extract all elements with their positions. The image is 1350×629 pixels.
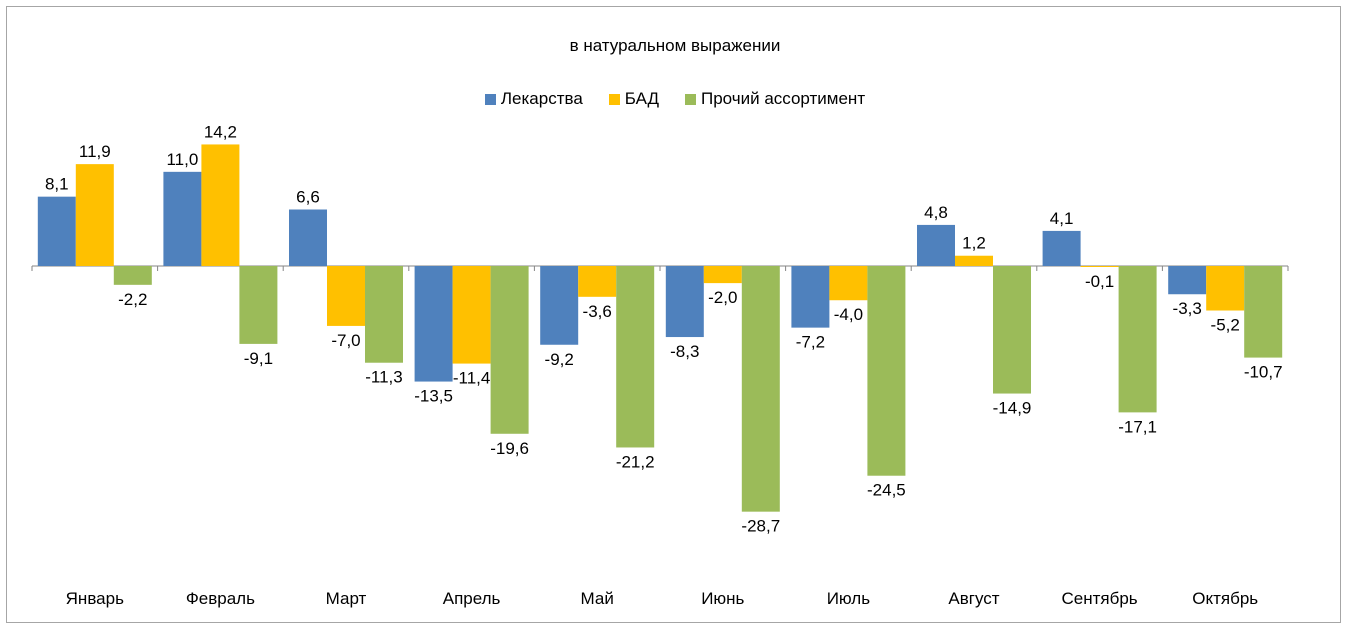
data-label-0-9: -3,3 [1173,299,1202,318]
bar-0-3 [414,266,453,382]
data-label-2-3: -19,6 [490,439,529,458]
bar-2-1 [239,266,278,344]
bar-2-2 [365,266,403,363]
bar-1-9 [1206,266,1245,311]
data-label-2-1: -9,1 [244,349,273,368]
data-label-2-8: -17,1 [1118,417,1157,436]
bar-0-7 [917,224,955,266]
bar-1-0 [75,164,114,266]
data-label-2-7: -14,9 [993,399,1032,418]
bar-1-8 [1080,266,1119,267]
category-label-3: Апрель [443,589,501,608]
legend-item-series-2: Прочий ассортимент [685,89,865,109]
legend-item-series-0: Лекарства [484,89,583,109]
category-label-5: Июнь [701,589,744,608]
data-label-2-0: -2,2 [118,290,147,309]
data-label-2-9: -10,7 [1244,363,1283,382]
legend-label-series-2: Прочий ассортимент [701,89,866,108]
legend-label-series-0: Лекарства [500,89,583,108]
bar-2-9 [1244,266,1283,358]
data-label-2-5: -28,7 [741,517,780,536]
data-label-0-0: 8,1 [45,175,69,194]
bar-1-2 [327,266,365,326]
data-label-1-8: -0,1 [1085,272,1114,291]
data-label-1-1: 14,2 [204,122,237,141]
data-label-0-8: 4,1 [1050,209,1074,228]
data-label-1-5: -2,0 [708,288,737,307]
legend-swatch-series-2 [685,93,696,105]
bar-1-4 [578,266,617,297]
bar-2-6 [867,266,906,476]
bar-0-4 [540,266,579,345]
data-label-1-4: -3,6 [583,302,612,321]
data-label-0-2: 6,6 [296,188,320,207]
bar-2-3 [490,266,529,434]
data-label-0-6: -7,2 [796,333,825,352]
bar-2-0 [113,266,152,285]
data-label-0-3: -13,5 [414,387,453,406]
bar-1-5 [703,266,742,284]
data-label-0-4: -9,2 [545,350,574,369]
chart-title: в натуральном выражении [569,36,781,55]
bar-2-8 [1118,266,1157,413]
bar-0-8 [1042,230,1081,266]
data-label-1-9: -5,2 [1211,316,1240,335]
bar-0-0 [37,196,76,266]
data-label-0-1: 11,0 [166,150,198,169]
bar-0-6 [791,266,830,328]
category-label-1: Февраль [186,589,255,608]
data-label-1-6: -4,0 [834,305,863,324]
data-label-0-5: -8,3 [670,342,699,361]
chart-legend: Лекарства БАД Прочий ассортимент [0,89,1350,109]
category-label-2: Март [326,589,367,608]
bar-1-6 [829,266,868,301]
category-label-9: Октябрь [1192,589,1258,608]
legend-label-series-1: БАД [624,89,659,108]
data-label-0-7: 4,8 [924,203,948,222]
data-label-2-4: -21,2 [616,452,655,471]
bar-2-5 [741,266,780,512]
bar-1-7 [955,255,993,266]
bar-0-1 [163,171,202,266]
bar-0-2 [289,209,327,266]
data-label-1-0: 11,9 [79,142,111,161]
category-label-0: Январь [66,589,124,608]
bar-0-5 [665,266,704,338]
data-label-2-2: -11,3 [365,368,403,387]
bar-2-4 [616,266,655,448]
bar-2-7 [993,266,1031,394]
bar-0-9 [1168,266,1207,295]
data-label-1-7: 1,2 [962,234,986,253]
data-label-1-2: -7,0 [331,331,360,350]
category-label-7: Август [948,589,999,608]
bar-1-1 [201,144,240,266]
legend-item-series-1: БАД [608,89,659,109]
bar-1-3 [452,266,491,364]
legend-swatch-series-0 [484,93,496,105]
data-label-1-3: -11,4 [453,369,491,388]
data-label-2-6: -24,5 [867,481,906,500]
legend-swatch-series-1 [608,93,620,105]
category-label-8: Сентябрь [1062,589,1138,608]
category-label-6: Июль [827,589,871,608]
category-label-4: Май [581,589,614,608]
